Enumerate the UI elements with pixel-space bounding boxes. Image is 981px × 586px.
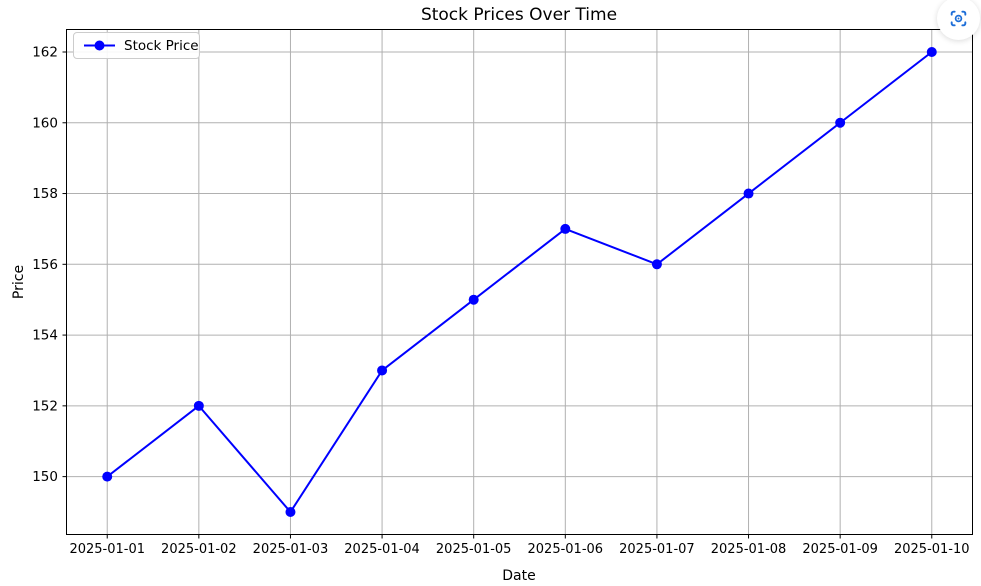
x-tick-label: 2025-01-03 — [253, 542, 329, 557]
series-marker — [651, 259, 662, 270]
x-tick-label: 2025-01-05 — [436, 542, 512, 557]
series-marker — [377, 365, 388, 376]
x-tick-label: 2025-01-02 — [161, 542, 237, 557]
y-tick-label: 156 — [32, 257, 58, 273]
series-marker — [468, 294, 479, 305]
x-tick-label: 2025-01-10 — [894, 542, 970, 557]
legend-dot — [94, 40, 105, 51]
x-tick-label: 2025-01-06 — [528, 542, 604, 557]
screen-capture-button[interactable] — [937, 0, 980, 40]
y-tick-label: 158 — [32, 186, 58, 202]
series-line — [106, 51, 933, 513]
legend: Stock Price — [73, 32, 200, 59]
y-tick-label: 154 — [32, 328, 58, 344]
x-tick-label: 2025-01-07 — [619, 542, 695, 557]
series-marker — [835, 117, 846, 128]
series-marker — [102, 471, 113, 482]
axes-spines — [66, 29, 973, 535]
chart-title: Stock Prices Over Time — [420, 5, 618, 25]
screen-capture-icon — [950, 10, 967, 27]
y-tick-label: 162 — [32, 45, 58, 61]
x-axis-label: Date — [502, 568, 536, 584]
series-marker — [193, 400, 204, 411]
y-tick-label: 152 — [32, 398, 58, 414]
y-axis-label: Price — [11, 264, 27, 300]
legend-label: Stock Price — [124, 37, 199, 54]
x-tick-label: 2025-01-08 — [711, 542, 787, 557]
x-tick-label: 2025-01-01 — [69, 542, 145, 557]
x-tick-label: 2025-01-04 — [344, 542, 420, 557]
x-tick-label: 2025-01-09 — [802, 542, 878, 557]
y-tick-label: 160 — [32, 115, 58, 131]
series-marker — [285, 507, 296, 517]
series-marker — [743, 188, 754, 199]
series-marker — [926, 47, 937, 57]
series-marker — [560, 223, 571, 234]
y-tick-label: 150 — [32, 469, 58, 485]
legend-marker-icon — [84, 40, 115, 51]
